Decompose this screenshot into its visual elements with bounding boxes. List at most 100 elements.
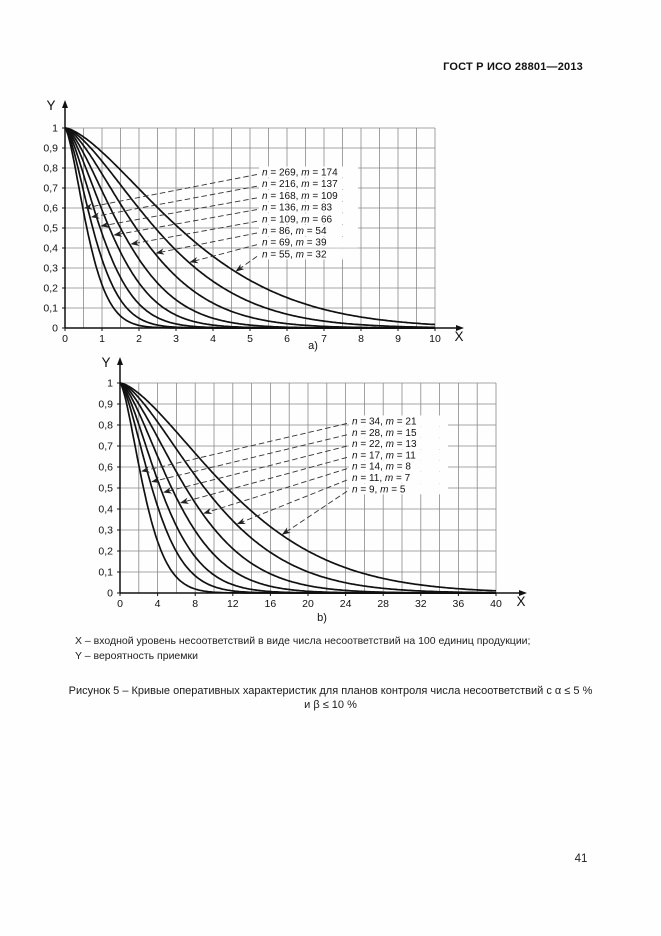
legend-bg <box>349 472 448 483</box>
axis-notes: X – входной уровень несоответствий в вид… <box>75 634 530 664</box>
y-tick-label-a: 0,6 <box>43 203 58 215</box>
x-tick-label-b: 32 <box>415 598 427 610</box>
legend-label-a-2: n = 168, m = 109 <box>262 191 338 202</box>
legend-leader-b-5 <box>236 479 348 525</box>
y-tick-label-b: 1 <box>107 378 113 390</box>
y-axis-label-b: Y <box>101 355 110 370</box>
x-tick-label-b: 0 <box>117 598 123 610</box>
x-tick-label-a: 10 <box>429 333 441 345</box>
y-tick-label-b: 0,3 <box>98 525 113 537</box>
legend-label-a-0: n = 269, m = 174 <box>262 168 338 179</box>
figure-caption-line2: и β ≤ 10 % <box>304 699 357 711</box>
ticks-a <box>62 127 436 331</box>
legend-label-b-3: n = 17, m = 11 <box>352 450 416 461</box>
legend-leader-b-0 <box>141 423 348 473</box>
y-tick-label-b: 0,7 <box>98 441 113 453</box>
legend-label-b-0: n = 34, m = 21 <box>352 417 417 428</box>
legend-bg <box>349 449 448 461</box>
legend-leader-b-6 <box>281 490 348 535</box>
x-tick-label-a: 2 <box>136 333 142 345</box>
y-tick-label-b: 0 <box>107 588 113 600</box>
y-tick-label-b: 0,4 <box>98 504 113 516</box>
y-tick-label-b: 0,2 <box>98 546 113 558</box>
x-tick-label-a: 6 <box>284 333 290 345</box>
y-axis-arrow <box>62 100 68 108</box>
x-tick-label-a: 5 <box>247 333 253 345</box>
x-tick-label-a: 8 <box>358 333 364 345</box>
legend-label-a-5: n = 86, m = 54 <box>262 226 327 237</box>
legend-label-b-4: n = 14, m = 8 <box>352 462 411 473</box>
x-tick-label-a: 0 <box>62 333 68 345</box>
legend-label-a-7: n = 55, m = 32 <box>262 249 327 260</box>
legend-leader-a-5 <box>155 232 258 255</box>
legend-leader-a-0 <box>83 174 258 210</box>
x-tick-label-a: 3 <box>173 333 179 345</box>
y-tick-label-a: 1 <box>52 123 58 135</box>
x-tick-label-a: 9 <box>395 333 401 345</box>
y-tick-label-a: 0 <box>52 323 58 335</box>
x-tick-label-b: 16 <box>265 598 277 610</box>
legend-bg <box>259 189 358 201</box>
curve-a-7 <box>64 127 436 326</box>
page-number: 41 <box>574 853 588 865</box>
legend-bg <box>349 483 448 495</box>
y-axis-arrow <box>117 357 123 365</box>
ticks-b <box>117 382 497 596</box>
legend-leader-b-1 <box>151 434 348 484</box>
y-tick-label-a: 0,4 <box>43 243 58 255</box>
y-tick-label-b: 0,9 <box>98 399 113 411</box>
x-axis-label-b: X <box>516 594 525 609</box>
x-tick-label-b: 40 <box>490 598 502 610</box>
legend-bg <box>259 213 358 225</box>
chart-sublabel-b: b) <box>317 612 327 624</box>
x-tick-label-b: 12 <box>227 598 239 610</box>
legend-bg <box>259 225 358 236</box>
y-axis-label-a: Y <box>46 98 55 113</box>
y-tick-label-a: 0,2 <box>43 283 58 295</box>
y-tick-label-a: 0,1 <box>43 303 58 315</box>
legend-bg <box>259 248 358 260</box>
x-axis-label-a: X <box>454 329 463 344</box>
legend-label-b-5: n = 11, m = 7 <box>352 473 411 484</box>
axes-a <box>64 104 460 329</box>
chart-b: n = 34, m = 21n = 28, m = 15n = 22, m = … <box>98 355 527 624</box>
curve-b-5 <box>119 382 496 594</box>
legend-leader-a-1 <box>90 185 258 219</box>
document-header: ГОСТ Р ИСО 28801—2013 <box>443 61 583 73</box>
chart-sublabel-a: a) <box>308 340 318 352</box>
figure-caption-line1: Рисунок 5 – Кривые оперативных характери… <box>68 685 593 697</box>
y-tick-label-a: 0,9 <box>43 143 58 155</box>
curve-a-6 <box>64 127 436 329</box>
axes-b <box>119 361 523 594</box>
x-tick-label-b: 24 <box>340 598 352 610</box>
legend-leader-b-2 <box>163 445 348 494</box>
y-tick-label-b: 0,6 <box>98 462 113 474</box>
legend-label-b-2: n = 22, m = 13 <box>352 439 417 450</box>
legend-leader-a-2 <box>100 197 258 228</box>
x-axis-arrow <box>456 325 464 331</box>
legend-label-a-3: n = 136, m = 83 <box>262 203 333 214</box>
legend-leader-a-6 <box>189 244 258 264</box>
legend-bg <box>259 201 358 213</box>
legend-bg <box>259 236 358 248</box>
y-tick-label-a: 0,3 <box>43 263 58 275</box>
legend-leader-a-7 <box>235 256 258 272</box>
legend-b: n = 34, m = 21n = 28, m = 15n = 22, m = … <box>141 415 448 535</box>
y-tick-label-b: 0,8 <box>98 420 113 432</box>
x-axis-note: X – входной уровень несоответствий в вид… <box>75 635 531 647</box>
x-tick-label-b: 4 <box>155 598 161 610</box>
legend-label-b-1: n = 28, m = 15 <box>352 428 417 439</box>
legend-bg <box>349 415 448 427</box>
legend-label-a-4: n = 109, m = 66 <box>262 214 333 225</box>
curve-b-6 <box>119 382 497 592</box>
x-tick-label-b: 28 <box>377 598 389 610</box>
legend-bg <box>259 178 358 190</box>
legend-bg <box>349 426 448 438</box>
y-tick-label-a: 0,7 <box>43 183 58 195</box>
y-axis-note: Y – вероятность приемки <box>75 650 198 662</box>
legend-leader-a-3 <box>113 209 258 237</box>
x-axis-arrow <box>519 590 527 596</box>
legend-leader-b-4 <box>203 468 348 515</box>
